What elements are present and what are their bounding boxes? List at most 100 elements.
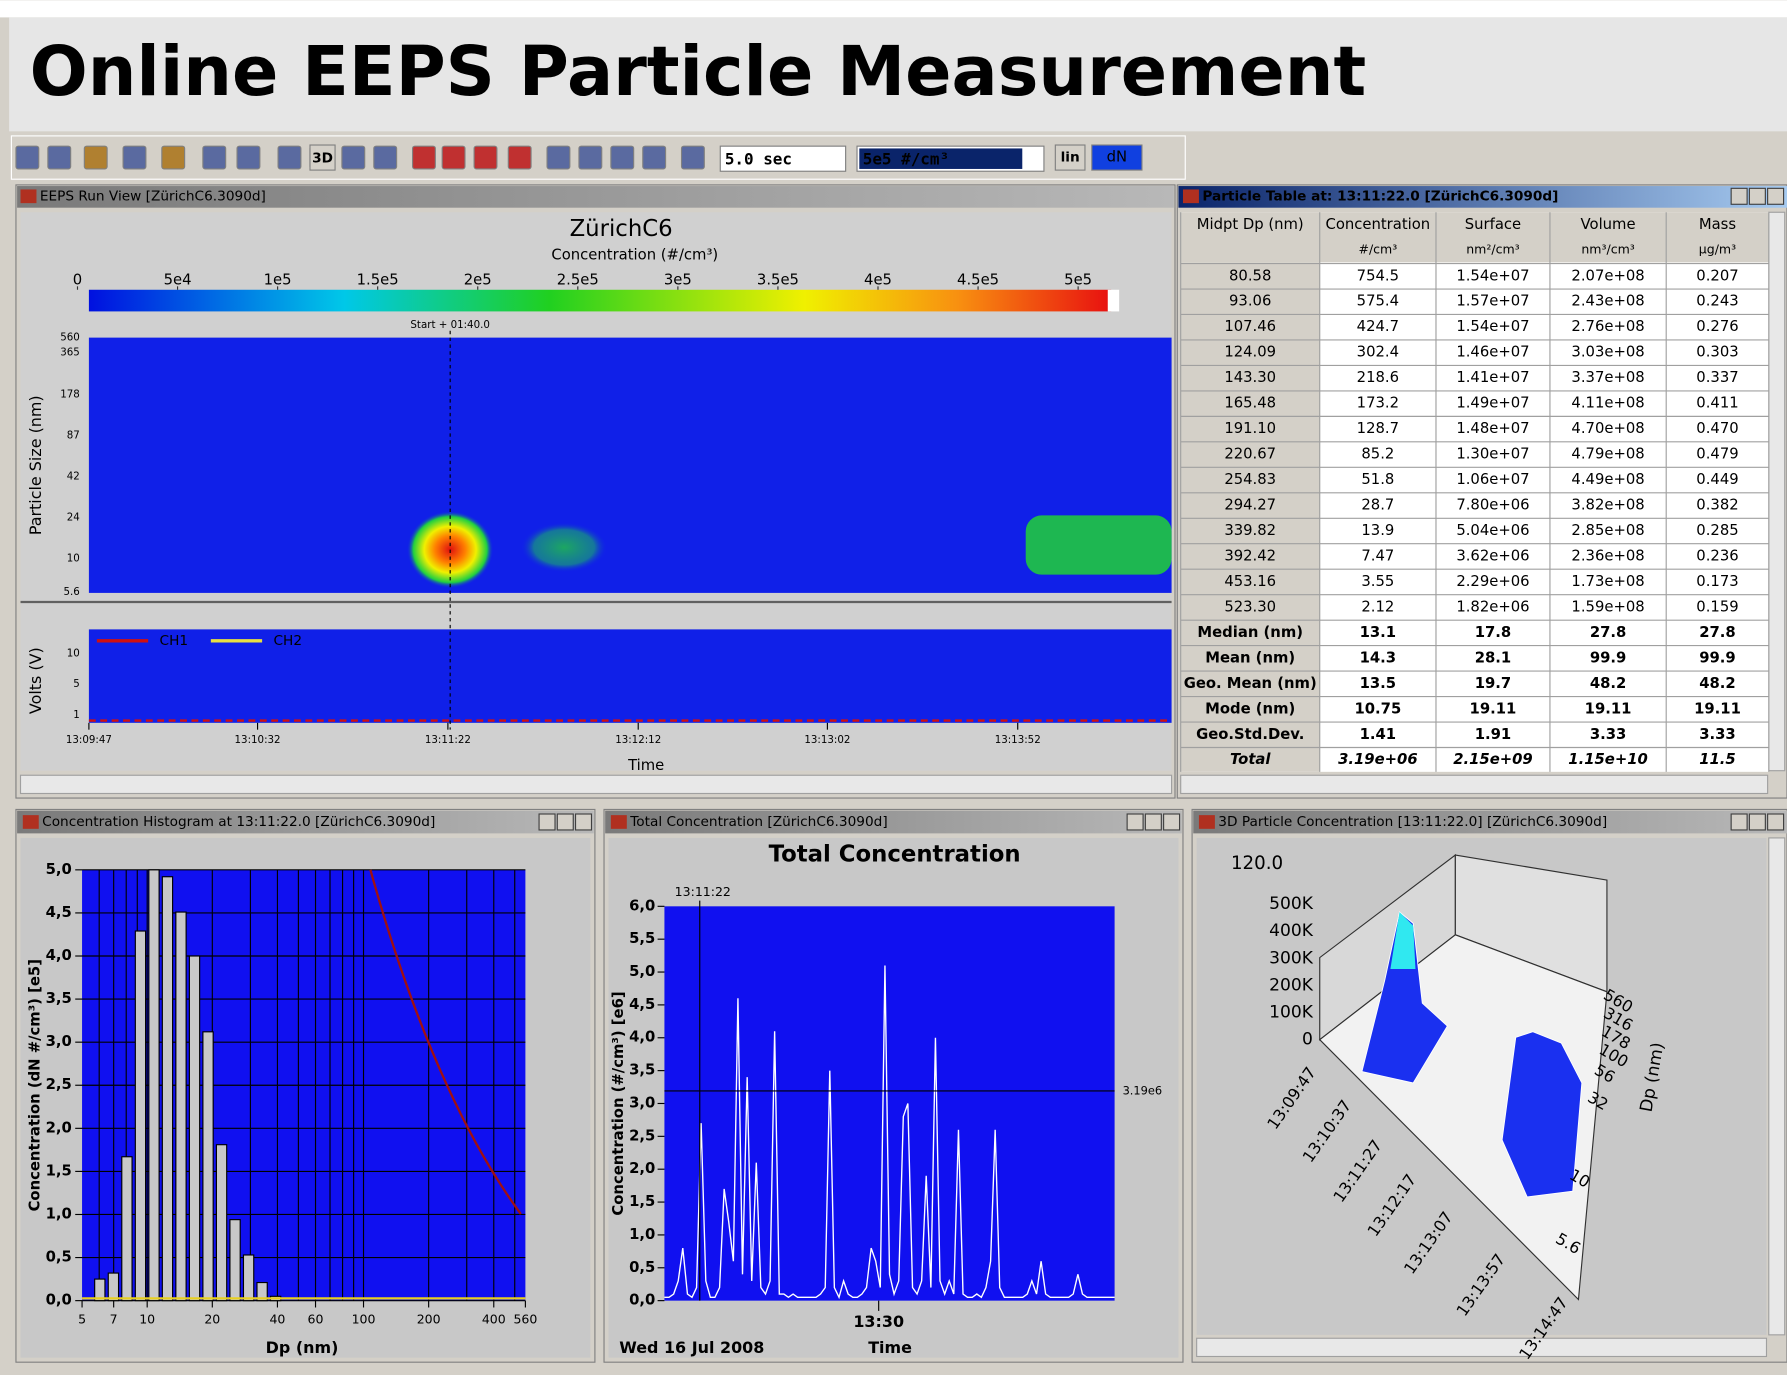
y-tick-label: 4,0 (46, 947, 72, 964)
stat-cell: 27.8 (1699, 624, 1736, 641)
h-scrollbar[interactable] (1197, 1338, 1767, 1356)
lin-label: lin (1061, 150, 1080, 166)
window-control[interactable] (1731, 814, 1747, 830)
column-header: Volume (1581, 216, 1636, 233)
stat-cell: 19.7 (1475, 675, 1512, 692)
z-tick-label: 200K (1269, 975, 1314, 995)
window-control[interactable] (1127, 814, 1143, 830)
v-scrollbar[interactable] (1769, 212, 1785, 770)
x-tick-label: 5 (78, 1312, 86, 1327)
table-cell: 165.48 (1224, 395, 1276, 412)
table-cell: 523.30 (1224, 598, 1276, 615)
stat-cell: 1.91 (1475, 726, 1512, 743)
table-cell: 124.09 (1224, 344, 1276, 361)
toolbar-button[interactable] (278, 146, 301, 169)
toolbar-button[interactable] (162, 146, 185, 169)
stat-cell: 13.1 (1360, 624, 1397, 641)
window-icon (23, 815, 39, 829)
toolbar-button[interactable] (611, 146, 634, 169)
toolbar-button[interactable] (474, 146, 497, 169)
colorbar-tick-label: 5e5 (1064, 272, 1092, 289)
y-tick-label: 2,5 (46, 1076, 72, 1093)
toolbar-button[interactable] (16, 146, 39, 169)
stat-cell: 13.5 (1360, 675, 1397, 692)
toolbar-button[interactable] (579, 146, 602, 169)
window-control[interactable] (1749, 188, 1765, 204)
cursor-label: 13:11:22 (675, 884, 731, 899)
x-tick-label: 7 (110, 1312, 118, 1327)
toolbar-button[interactable] (48, 146, 71, 169)
toolbar-button[interactable] (123, 146, 146, 169)
column-header: Midpt Dp (nm) (1197, 216, 1304, 233)
table-cell: 575.4 (1357, 293, 1399, 310)
stat-cell: 14.3 (1360, 649, 1397, 666)
bar (216, 1145, 226, 1301)
toolbar-button[interactable] (342, 146, 365, 169)
y-tick-label: 5,0 (46, 861, 72, 878)
top-label: 120.0 (1231, 853, 1283, 874)
h-scrollbar[interactable] (1181, 775, 1768, 793)
x-tick-label: 40 (269, 1312, 285, 1327)
toolbar-button[interactable] (84, 146, 107, 169)
window-control[interactable] (1768, 814, 1784, 830)
table-cell: 5.04e+06 (1456, 522, 1529, 539)
toolbar-button[interactable] (237, 146, 260, 169)
table-cell: 2.07e+08 (1571, 267, 1644, 284)
y-axis-label: Concentration (#/cm³) [e6] (610, 991, 627, 1215)
y-tick-label: 1,5 (629, 1193, 655, 1210)
h-scrollbar[interactable] (21, 775, 1172, 793)
toolbar-button[interactable] (203, 146, 226, 169)
x-tick-label: 13:13:52 (995, 734, 1041, 746)
table-cell: 0.243 (1696, 293, 1738, 310)
table-cell: 2.29e+06 (1456, 573, 1529, 590)
table-cell: 0.285 (1696, 522, 1738, 539)
z-tick-label: 500K (1269, 894, 1314, 914)
stat-cell: 3.19e+06 (1338, 751, 1418, 768)
window-control[interactable] (1749, 814, 1765, 830)
table-cell: 4.70e+08 (1571, 420, 1644, 437)
toolbar-button[interactable] (643, 146, 666, 169)
window-control[interactable] (1145, 814, 1161, 830)
window-title: Concentration Histogram at 13:11:22.0 [Z… (42, 814, 435, 830)
y-tick-label: 3,0 (629, 1094, 655, 1111)
toolbar-button[interactable] (547, 146, 570, 169)
table-cell: 2.12 (1361, 598, 1394, 615)
toolbar-button[interactable] (508, 146, 531, 169)
window-control[interactable] (539, 814, 555, 830)
window-title: Total Concentration [ZürichC6.3090d] (629, 814, 887, 830)
window-control[interactable] (1731, 188, 1747, 204)
toolbar-button[interactable] (413, 146, 436, 169)
window-control[interactable] (1768, 188, 1784, 204)
toolbar-button[interactable] (442, 146, 465, 169)
window-control[interactable] (576, 814, 592, 830)
y-tick-label: 42 (67, 471, 80, 483)
table-cell: 0.276 (1696, 318, 1738, 335)
stat-cell: 99.9 (1699, 649, 1736, 666)
volts-panel (89, 629, 1172, 722)
stat-cell: 48.2 (1590, 675, 1627, 692)
y-tick-label: 5,5 (629, 930, 655, 947)
window-control[interactable] (557, 814, 573, 830)
bar (189, 956, 199, 1301)
window-control[interactable] (1164, 814, 1180, 830)
v-scrollbar[interactable] (1769, 838, 1785, 1335)
bar (230, 1220, 240, 1301)
column-header: Concentration (1326, 216, 1431, 233)
toolbar-button[interactable] (682, 146, 705, 169)
stat-cell: 99.9 (1590, 649, 1627, 666)
window-title: Particle Table at: 13:11:22.0 [ZürichC6.… (1202, 188, 1558, 204)
table-rowhead-bg (1181, 262, 1320, 771)
toolbar-button[interactable] (374, 146, 397, 169)
y-tick-label: 24 (67, 512, 80, 524)
volts-tick-label: 10 (67, 647, 80, 659)
stat-cell: 3.33 (1699, 726, 1736, 743)
bar (122, 1157, 132, 1301)
legend-label: CH2 (274, 633, 303, 649)
y-tick-label: 178 (60, 389, 80, 401)
heatmap (89, 338, 1172, 593)
stat-cell: Median (nm) (1197, 624, 1303, 641)
table-cell: 0.470 (1696, 420, 1738, 437)
y-tick-label: 3,0 (46, 1033, 72, 1050)
table-cell: 424.7 (1357, 318, 1399, 335)
bar (243, 1255, 253, 1301)
